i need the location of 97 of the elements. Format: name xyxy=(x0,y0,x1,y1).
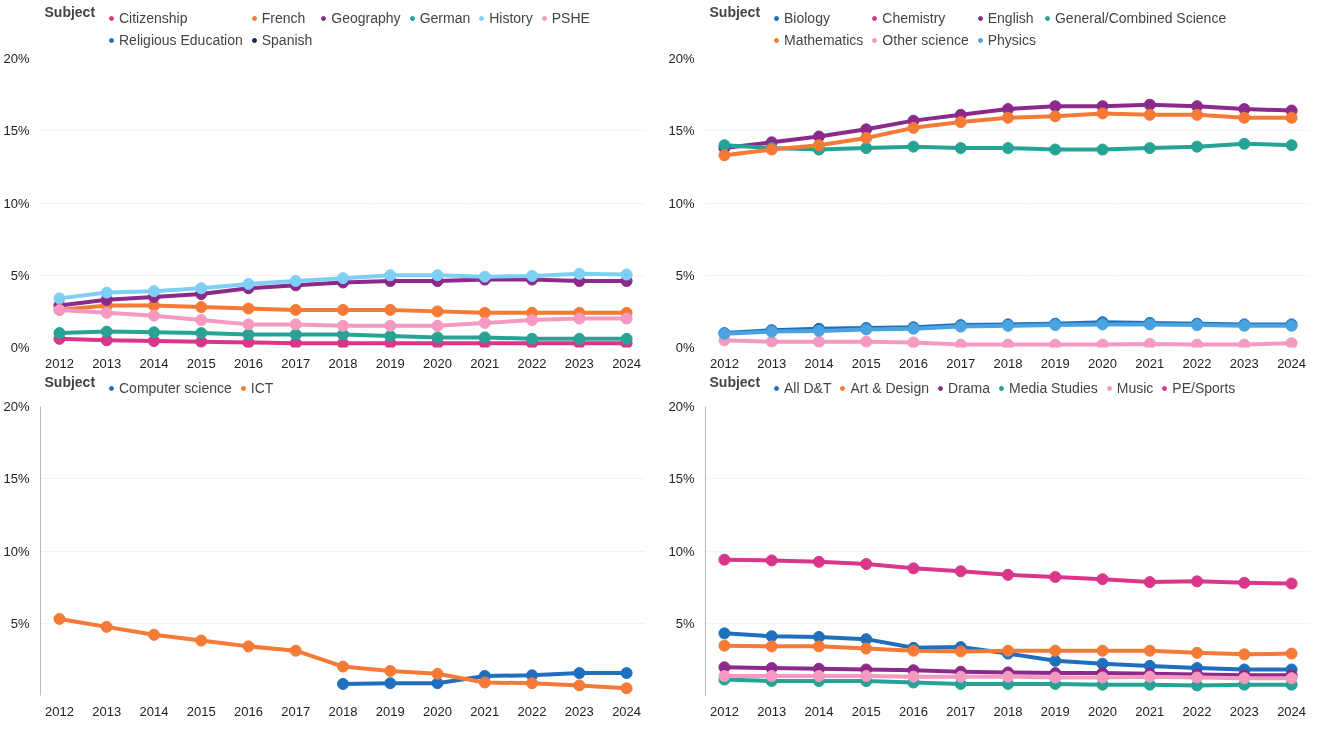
legend-label: Physics xyxy=(987,32,1036,48)
x-tick-label: 2016 xyxy=(899,355,928,371)
y-tick-label: 10% xyxy=(3,195,30,211)
legend-label: PSHE xyxy=(551,10,590,26)
x-tick-label: 2024 xyxy=(1277,703,1307,719)
y-tick-label: 20% xyxy=(3,399,30,414)
x-tick-label: 2018 xyxy=(328,703,358,719)
y-tick-label: 0% xyxy=(10,340,30,355)
x-tick-label: 2021 xyxy=(470,703,500,719)
y-tick-label: 15% xyxy=(668,123,695,139)
x-tick-label: 2015 xyxy=(851,703,881,719)
x-tick-label: 2015 xyxy=(851,355,881,371)
x-tick-label: 2014 xyxy=(804,703,834,719)
legend-label: Other science xyxy=(882,32,969,48)
x-tick-label: 2024 xyxy=(1277,355,1307,371)
y-tick-label: 15% xyxy=(3,123,30,139)
legend-label: ICT xyxy=(250,380,274,396)
x-tick-label: 2024 xyxy=(612,355,642,371)
x-tick-label: 2017 xyxy=(281,703,311,719)
x-tick-label: 2016 xyxy=(234,355,263,371)
x-tick-label: 2020 xyxy=(423,703,452,719)
x-tick-label: 2016 xyxy=(899,703,928,719)
legend-label: Spanish xyxy=(261,32,313,48)
legend-label: Chemistry xyxy=(882,10,946,26)
x-tick-label: 2023 xyxy=(1229,703,1259,719)
x-tick-label: 2017 xyxy=(281,355,311,371)
legend-label: Geography xyxy=(331,10,401,26)
legend-label: English xyxy=(987,10,1034,26)
legend-label: History xyxy=(489,10,533,26)
legend-label: PE/Sports xyxy=(1172,380,1236,396)
legend-label: Religious Education xyxy=(119,32,243,48)
x-tick-label: 2014 xyxy=(139,703,169,719)
legend-title: Subject xyxy=(44,3,96,20)
y-tick-label: 20% xyxy=(668,51,695,66)
legend-label: Media Studies xyxy=(1009,380,1098,396)
x-tick-label: 2012 xyxy=(709,355,739,371)
legend-label: Art & Design xyxy=(850,380,930,396)
x-tick-label: 2018 xyxy=(993,703,1023,719)
x-tick-label: 2017 xyxy=(946,703,976,719)
x-tick-label: 2012 xyxy=(44,703,74,719)
y-tick-label: 15% xyxy=(668,471,695,487)
y-tick-label: 5% xyxy=(675,615,695,631)
legend-label: Biology xyxy=(784,10,830,26)
x-tick-label: 2019 xyxy=(1040,703,1070,719)
x-tick-label: 2014 xyxy=(804,355,834,371)
legend-label: Citizenship xyxy=(119,10,188,26)
x-tick-label: 2015 xyxy=(186,355,216,371)
x-tick-label: 2019 xyxy=(375,355,405,371)
y-tick-label: 0% xyxy=(675,340,695,355)
x-tick-label: 2022 xyxy=(1182,703,1212,719)
x-tick-label: 2023 xyxy=(564,703,594,719)
legend-title: Subject xyxy=(709,3,761,20)
legend-label: All D&T xyxy=(784,380,832,396)
x-tick-label: 2024 xyxy=(612,703,642,719)
y-tick-label: 20% xyxy=(3,51,30,66)
x-tick-label: 2021 xyxy=(1135,355,1165,371)
legend-label: Drama xyxy=(948,380,991,396)
legend-title: Subject xyxy=(44,373,96,390)
x-tick-label: 2013 xyxy=(92,355,122,371)
x-tick-label: 2019 xyxy=(1040,355,1070,371)
x-tick-label: 2013 xyxy=(92,703,122,719)
x-tick-label: 2021 xyxy=(470,355,500,371)
legend-label: General/Combined Science xyxy=(1054,10,1227,26)
x-tick-label: 2016 xyxy=(234,703,263,719)
legend-label: Music xyxy=(1116,380,1154,396)
legend-label: German xyxy=(419,10,471,26)
y-tick-label: 20% xyxy=(668,399,695,414)
x-tick-label: 2014 xyxy=(139,355,169,371)
y-tick-label: 5% xyxy=(10,267,30,283)
x-tick-label: 2012 xyxy=(709,703,739,719)
x-tick-label: 2022 xyxy=(517,703,547,719)
y-tick-label: 5% xyxy=(675,267,695,283)
legend-title: Subject xyxy=(709,373,761,390)
x-tick-label: 2021 xyxy=(1135,703,1165,719)
x-tick-label: 2023 xyxy=(564,355,594,371)
x-tick-label: 2013 xyxy=(757,703,787,719)
x-tick-label: 2017 xyxy=(946,355,976,371)
x-tick-label: 2012 xyxy=(44,355,74,371)
legend-label: French xyxy=(261,10,306,26)
y-tick-label: 10% xyxy=(668,543,695,559)
x-tick-label: 2013 xyxy=(757,355,787,371)
legend-label: Computer science xyxy=(119,380,232,396)
x-tick-label: 2020 xyxy=(1088,703,1117,719)
x-tick-label: 2018 xyxy=(993,355,1023,371)
x-tick-label: 2019 xyxy=(375,703,405,719)
x-tick-label: 2023 xyxy=(1229,355,1259,371)
x-tick-label: 2020 xyxy=(1088,355,1117,371)
y-tick-label: 5% xyxy=(10,615,30,631)
x-tick-label: 2018 xyxy=(328,355,358,371)
y-tick-label: 10% xyxy=(668,195,695,211)
x-tick-label: 2020 xyxy=(423,355,452,371)
legend-label: Mathematics xyxy=(784,32,864,48)
y-tick-label: 15% xyxy=(3,471,30,487)
x-tick-label: 2022 xyxy=(1182,355,1212,371)
x-tick-label: 2015 xyxy=(186,703,216,719)
x-tick-label: 2022 xyxy=(517,355,547,371)
y-tick-label: 10% xyxy=(3,543,30,559)
